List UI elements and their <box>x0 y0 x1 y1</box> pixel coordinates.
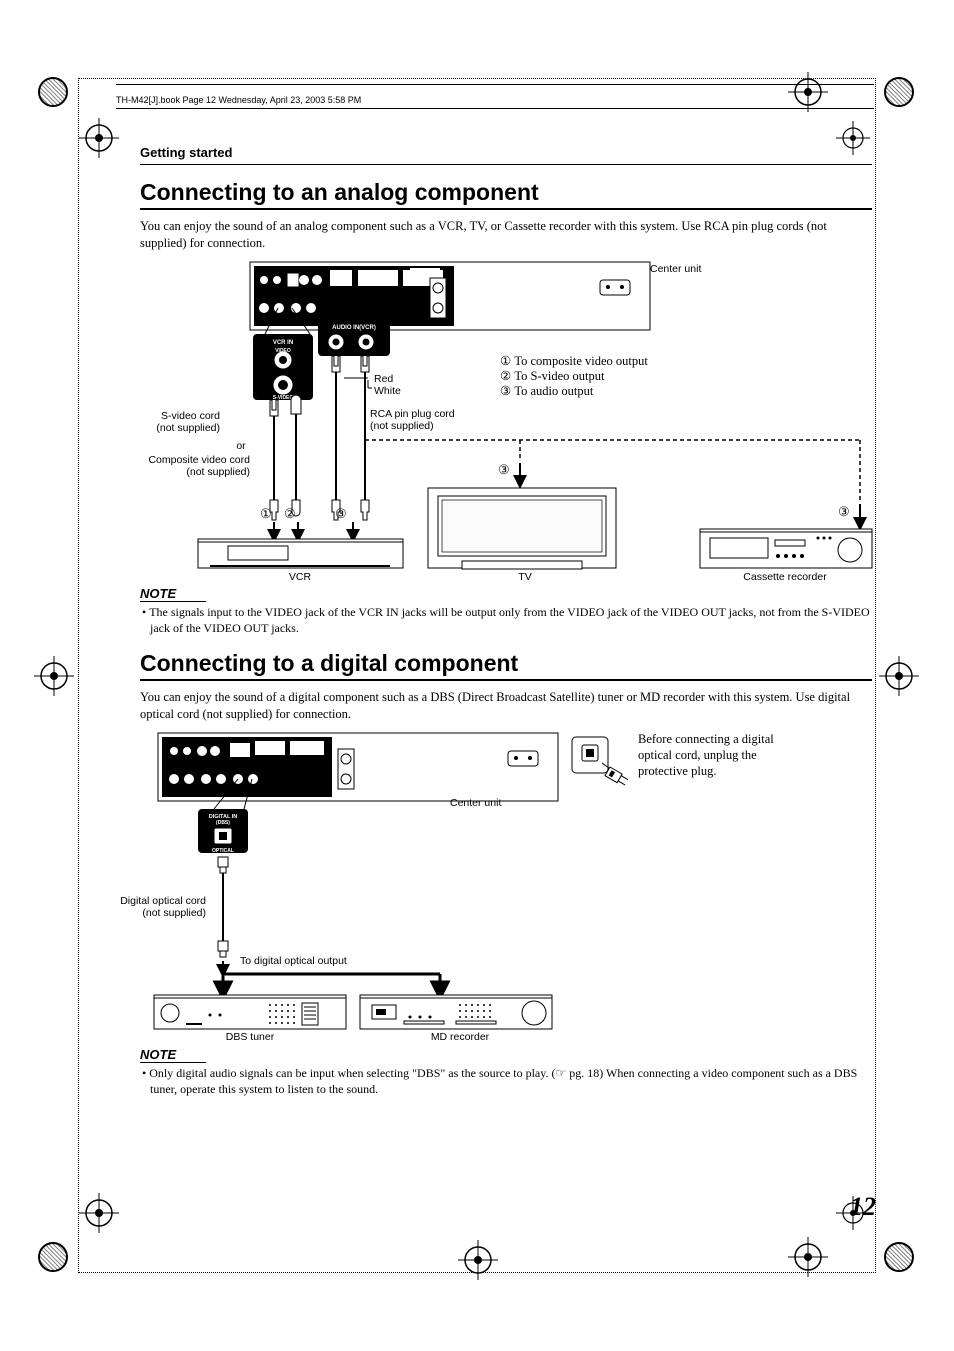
svg-text:VCR IN: VCR IN <box>273 340 293 346</box>
d-center-unit: Center unit <box>450 797 501 810</box>
svg-text:③: ③ <box>838 504 850 519</box>
svideo-cord-label: S-video cord (not supplied) <box>110 410 220 435</box>
analog-note-text: • The signals input to the VIDEO jack of… <box>140 604 872 636</box>
reg-mark-br-cross <box>788 1237 828 1277</box>
red-label: Red <box>374 373 393 386</box>
digital-intro: You can enjoy the sound of a digital com… <box>140 689 872 723</box>
svg-text:VIDEO: VIDEO <box>275 348 291 354</box>
section-header: Getting started <box>140 145 872 160</box>
out1-label: ① To composite video output <box>500 354 648 369</box>
tv-label: TV <box>495 571 555 584</box>
section-rule <box>140 164 872 165</box>
svg-text:AUDIO IN(VCR): AUDIO IN(VCR) <box>332 325 376 331</box>
analog-diagram: VCR IN VIDEO S-VIDEO AUDIO IN(VCR) R L <box>140 260 872 580</box>
header-top-rule <box>116 84 874 85</box>
svg-text:③: ③ <box>498 462 510 477</box>
reg-mark-tr-cross <box>788 72 828 112</box>
dbs-label: DBS tuner <box>210 1031 290 1044</box>
header-rule <box>116 108 874 109</box>
analog-heading: Connecting to an analog component <box>140 179 872 210</box>
composite-cord-label: Composite video cord (not supplied) <box>110 454 250 479</box>
reg-mark-tl-cross <box>79 118 119 158</box>
svg-text:②: ② <box>284 506 296 521</box>
analog-note-label: NOTE <box>140 586 206 602</box>
page-number: 12 <box>850 1192 876 1222</box>
reg-mark-tr-hatch <box>879 72 919 112</box>
digital-note-label: NOTE <box>140 1047 206 1063</box>
or-label: or <box>226 440 256 453</box>
analog-intro: You can enjoy the sound of an analog com… <box>140 218 872 252</box>
reg-mark-br-hatch <box>879 1237 919 1277</box>
reg-mark-bl-hatch <box>33 1237 73 1277</box>
d-to-digital: To digital optical output <box>240 955 347 968</box>
rca-cord-label: RCA pin plug cord (not supplied) <box>370 408 455 433</box>
reg-mark-ml <box>34 656 74 696</box>
svg-text:①: ① <box>260 506 272 521</box>
d-optical-cord: Digital optical cord (not supplied) <box>106 895 206 920</box>
content: Getting started Connecting to an analog … <box>140 145 872 1097</box>
digital-diagram: DIGITAL IN (DBS) OPTICAL <box>140 731 872 1041</box>
center-unit-label: Center unit <box>650 263 701 276</box>
reg-mark-bl-cross <box>79 1193 119 1233</box>
out2-label: ② To S-video output <box>500 369 604 384</box>
digital-heading: Connecting to a digital component <box>140 650 872 681</box>
svg-text:(DBS): (DBS) <box>216 820 230 826</box>
header-line: TH-M42[J].book Page 12 Wednesday, April … <box>116 95 361 105</box>
white-label: White <box>374 385 401 398</box>
reg-mark-bc <box>458 1240 498 1280</box>
out3-label: ③ To audio output <box>500 384 593 399</box>
md-label: MD recorder <box>420 1031 500 1044</box>
reg-mark-mr <box>879 656 919 696</box>
protective-plug-note: Before connecting a digital optical cord… <box>638 731 798 780</box>
reg-mark-tl-hatch <box>33 72 73 112</box>
svg-text:OPTICAL: OPTICAL <box>212 848 234 854</box>
svg-text:③: ③ <box>335 506 347 521</box>
vcr-label: VCR <box>270 571 330 584</box>
digital-note-text: • Only digital audio signals can be inpu… <box>140 1065 872 1097</box>
cassette-label: Cassette recorder <box>720 571 850 584</box>
